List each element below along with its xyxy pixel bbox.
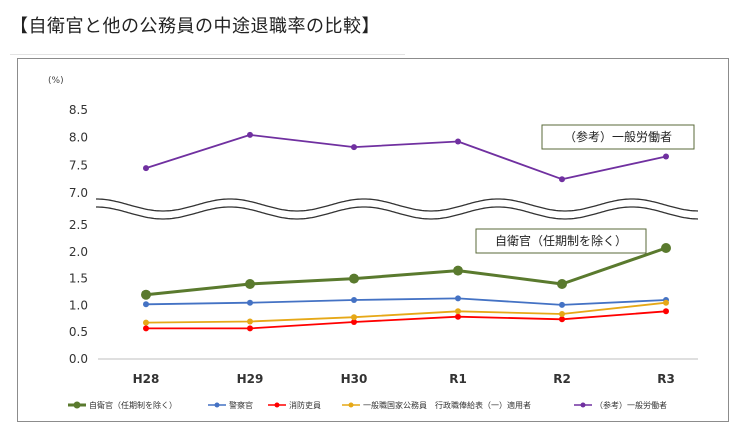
y-tick-label: 7.0 (69, 186, 88, 200)
callout-box-general-workers (541, 124, 695, 150)
y-tick-label: 2.0 (69, 245, 88, 259)
axis-break-band (96, 200, 698, 219)
y-tick-label: 0.5 (69, 325, 88, 339)
y-tick-label: 1.5 (69, 272, 88, 286)
data-point (245, 279, 255, 289)
y-tick-label: 8.0 (69, 131, 88, 145)
y-tick-label: 7.5 (69, 158, 88, 172)
legend-swatch-marker (348, 402, 354, 408)
x-tick-label: H28 (133, 372, 160, 386)
legend-label: 自衛官（任期制を除く） (89, 400, 177, 410)
data-point (455, 313, 461, 320)
series-line (145, 246, 667, 297)
data-point (661, 243, 671, 253)
data-point (351, 319, 357, 325)
callout-label-general-workers: （参考）一般労働者 (564, 129, 672, 144)
data-point (455, 295, 461, 302)
legend-swatch-marker (73, 401, 81, 409)
y-tick-label: 2.5 (69, 218, 88, 232)
data-point (143, 325, 149, 332)
data-point (559, 316, 565, 323)
y-axis-unit-label: (%) (48, 76, 64, 86)
data-point (559, 176, 565, 183)
legend-label: （参考）一般労働者 (595, 400, 667, 410)
title-underline (10, 54, 405, 55)
series-line (145, 301, 667, 324)
axis-break-wave-top (96, 198, 699, 212)
callout-label-sdf: 自衛官（任期制を除く） (495, 233, 627, 248)
data-point (455, 308, 461, 315)
series-line (145, 134, 667, 181)
data-point (559, 311, 565, 317)
data-point (663, 308, 669, 315)
x-tick-label: R1 (449, 372, 467, 386)
data-point (143, 165, 149, 172)
data-point (455, 138, 461, 145)
x-tick-label: R3 (657, 372, 675, 386)
y-tick-label: 0.0 (69, 352, 88, 366)
data-point (351, 144, 357, 151)
series-line (146, 310, 667, 330)
legend-label: 一般職国家公務員 行政職俸給表（一）適用者 (363, 400, 531, 410)
data-point (247, 325, 253, 332)
data-point (453, 265, 463, 276)
chart-svg: (%) 8.5 8.0 7.5 7.0 2.5 2.0 1.5 1.0 0.5 0.0 H28 H29 H… (48, 76, 699, 410)
data-point (141, 289, 151, 300)
y-tick-label: 8.5 (69, 103, 88, 117)
x-tick-label: R2 (553, 372, 571, 386)
legend-label: 消防吏員 (289, 400, 321, 410)
data-point (247, 131, 253, 138)
data-point (663, 299, 669, 306)
series-line (145, 297, 667, 306)
data-point (351, 297, 357, 303)
data-point (351, 314, 357, 321)
page-title: 【自衛官と他の公務員の中途退職率の比較】 (10, 16, 380, 37)
data-point (247, 299, 253, 306)
data-point (663, 153, 669, 160)
data-point (247, 318, 253, 325)
legend-swatch-marker (274, 402, 280, 408)
legend-swatch-marker (214, 402, 220, 408)
axis-break-wave-bottom (96, 206, 699, 220)
data-point (143, 301, 149, 308)
y-tick-label: 1.0 (69, 298, 88, 312)
data-point (557, 279, 567, 289)
x-tick-label: H29 (237, 372, 264, 386)
data-point (349, 273, 359, 284)
x-tick-label: H30 (341, 372, 368, 386)
data-point (559, 301, 565, 308)
chart-frame: (%) 8.5 8.0 7.5 7.0 2.5 2.0 1.5 1.0 0.5 0.0 H28 H29 H… (17, 58, 729, 422)
legend-swatch-marker (580, 402, 586, 408)
data-point (143, 319, 149, 326)
callout-box-sdf (475, 228, 647, 254)
legend-label: 警察官 (229, 400, 253, 410)
